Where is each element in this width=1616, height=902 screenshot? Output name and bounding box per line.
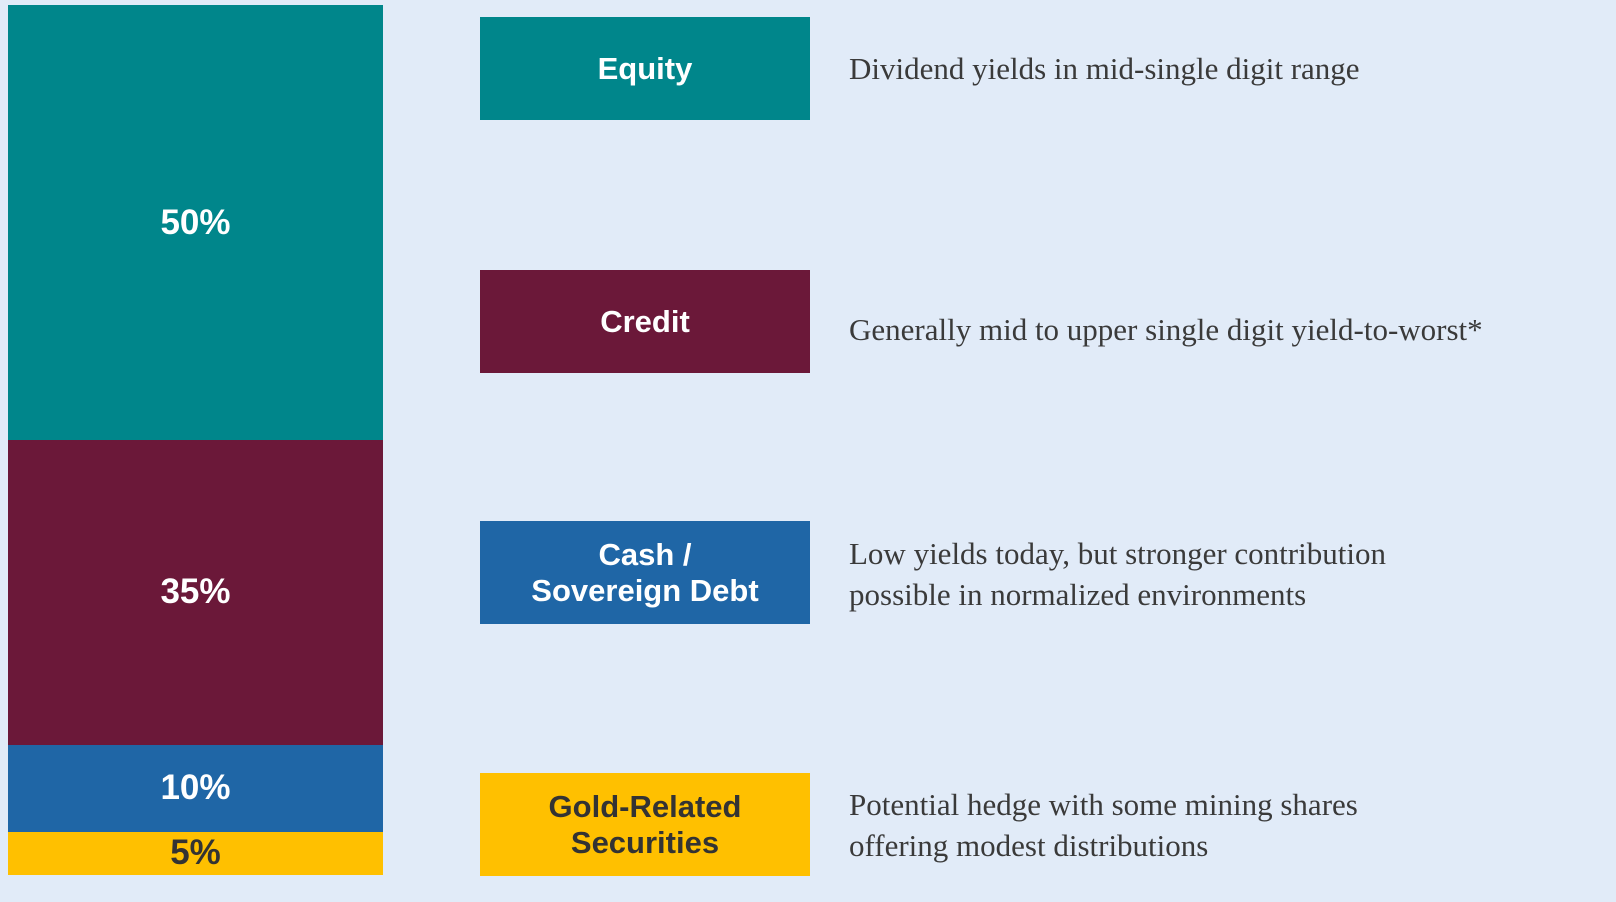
legend-label: Equity [597, 50, 693, 86]
legend-box: Cash / Sovereign Debt [480, 521, 810, 624]
description: possible in normalized environments [849, 577, 1307, 612]
bar-segment: 10% [8, 744, 383, 832]
description: Dividend yields in mid-single digit rang… [849, 51, 1360, 86]
data-label: 50% [160, 202, 231, 242]
description: Potential hedge with some mining shares [849, 787, 1358, 822]
description: offering modest distributions [849, 828, 1209, 863]
description: Generally mid to upper single digit yiel… [849, 312, 1483, 347]
legend-box: Credit [480, 270, 810, 373]
legend-label: Credit [600, 303, 690, 339]
legend-box: Equity [480, 17, 810, 120]
description: Low yields today, but stronger contribut… [849, 536, 1386, 571]
bar-segment: 50% [8, 5, 383, 440]
legend-label: Gold-Related Securities [548, 788, 742, 860]
data-label: 35% [160, 572, 231, 612]
legend-box: Gold-Related Securities [480, 773, 810, 876]
bar-segment: 35% [8, 440, 383, 745]
legend-label: Cash / Sovereign Debt [531, 536, 759, 608]
bar-segment: 5% [8, 831, 383, 875]
data-label: 5% [170, 833, 221, 873]
data-label: 10% [160, 768, 231, 807]
